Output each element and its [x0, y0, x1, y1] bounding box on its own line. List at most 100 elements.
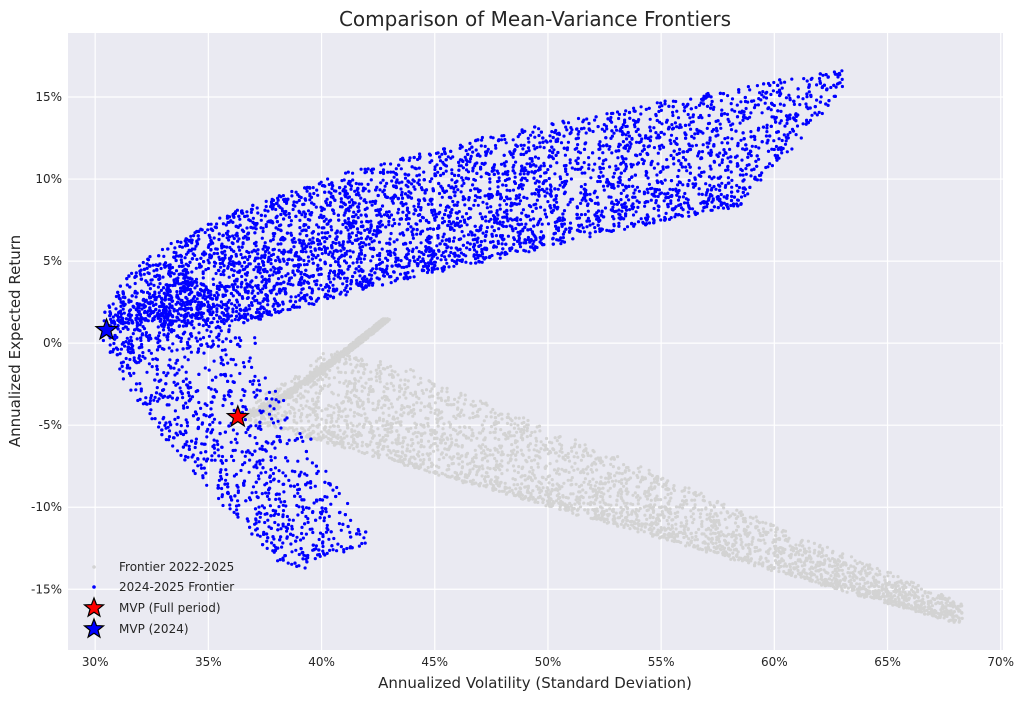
- data-point: [554, 436, 557, 439]
- data-point: [815, 575, 818, 578]
- data-point: [378, 325, 381, 328]
- data-point: [811, 561, 814, 564]
- data-point: [722, 553, 725, 556]
- data-point: [584, 477, 587, 480]
- data-point: [838, 560, 841, 563]
- data-point: [390, 382, 393, 385]
- data-point: [545, 490, 548, 493]
- data-point: [601, 460, 604, 463]
- data-point: [353, 430, 356, 433]
- data-point: [578, 490, 581, 493]
- data-point: [622, 463, 625, 466]
- data-point: [389, 427, 392, 430]
- data-point: [920, 588, 923, 591]
- data-point: [318, 392, 321, 395]
- data-point: [941, 606, 944, 609]
- data-point: [528, 470, 531, 473]
- data-point: [892, 590, 895, 593]
- data-point: [381, 448, 384, 451]
- data-point: [582, 481, 585, 484]
- data-point: [397, 434, 400, 437]
- data-point: [646, 497, 649, 500]
- data-point: [350, 430, 353, 433]
- data-point: [358, 423, 361, 426]
- data-point: [438, 458, 441, 461]
- data-point: [803, 547, 806, 550]
- data-point: [609, 487, 612, 490]
- data-point: [894, 583, 897, 586]
- data-point: [637, 519, 640, 522]
- data-point: [497, 451, 500, 454]
- data-point: [578, 485, 581, 488]
- data-point: [422, 445, 425, 448]
- data-point: [699, 512, 702, 515]
- data-point: [470, 403, 473, 406]
- data-point: [442, 422, 445, 425]
- data-point: [514, 416, 517, 419]
- data-point: [831, 582, 834, 585]
- data-point: [684, 516, 687, 519]
- data-point: [419, 458, 422, 461]
- data-point: [507, 416, 510, 419]
- data-point: [293, 415, 296, 418]
- data-point: [795, 547, 798, 550]
- data-point: [846, 591, 849, 594]
- data-point: [660, 528, 663, 531]
- data-point: [297, 394, 300, 397]
- data-point: [489, 431, 492, 434]
- data-point: [761, 521, 764, 524]
- data-point: [593, 450, 596, 453]
- data-point: [593, 502, 596, 505]
- data-point: [723, 534, 726, 537]
- data-point: [522, 454, 525, 457]
- data-point: [805, 559, 808, 562]
- data-point: [361, 444, 364, 447]
- data-point: [649, 473, 652, 476]
- data-point: [663, 515, 666, 518]
- data-point: [806, 577, 809, 580]
- data-point: [754, 561, 757, 564]
- data-point: [786, 539, 789, 542]
- data-point: [833, 587, 836, 590]
- data-point: [761, 534, 764, 537]
- data-point: [735, 548, 738, 551]
- data-point: [816, 561, 819, 564]
- data-point: [393, 389, 396, 392]
- data-point: [870, 582, 873, 585]
- data-point: [406, 443, 409, 446]
- data-point: [540, 482, 543, 485]
- data-point: [612, 522, 615, 525]
- data-point: [509, 454, 512, 457]
- data-point: [692, 518, 695, 521]
- data-point: [697, 528, 700, 531]
- data-point: [391, 369, 394, 372]
- data-point: [929, 600, 932, 603]
- data-point: [318, 378, 321, 381]
- data-point: [562, 456, 565, 459]
- data-point: [636, 515, 639, 518]
- data-point: [473, 456, 476, 459]
- data-point: [664, 496, 667, 499]
- data-point: [320, 362, 323, 365]
- data-point: [710, 524, 713, 527]
- data-point: [530, 466, 533, 469]
- data-point: [796, 565, 799, 568]
- data-point: [353, 377, 356, 380]
- data-point: [709, 529, 712, 532]
- data-point: [823, 568, 826, 571]
- data-point: [427, 379, 430, 382]
- data-point: [440, 399, 443, 402]
- data-point: [648, 504, 651, 507]
- data-point: [345, 419, 348, 422]
- data-point: [887, 602, 890, 605]
- data-point: [357, 359, 360, 362]
- data-point: [905, 595, 908, 598]
- data-point: [612, 514, 615, 517]
- data-point: [957, 616, 960, 619]
- data-point: [709, 532, 712, 535]
- data-point: [782, 534, 785, 537]
- data-point: [427, 454, 430, 457]
- data-point: [615, 503, 618, 506]
- data-point: [776, 555, 779, 558]
- data-point: [361, 359, 364, 362]
